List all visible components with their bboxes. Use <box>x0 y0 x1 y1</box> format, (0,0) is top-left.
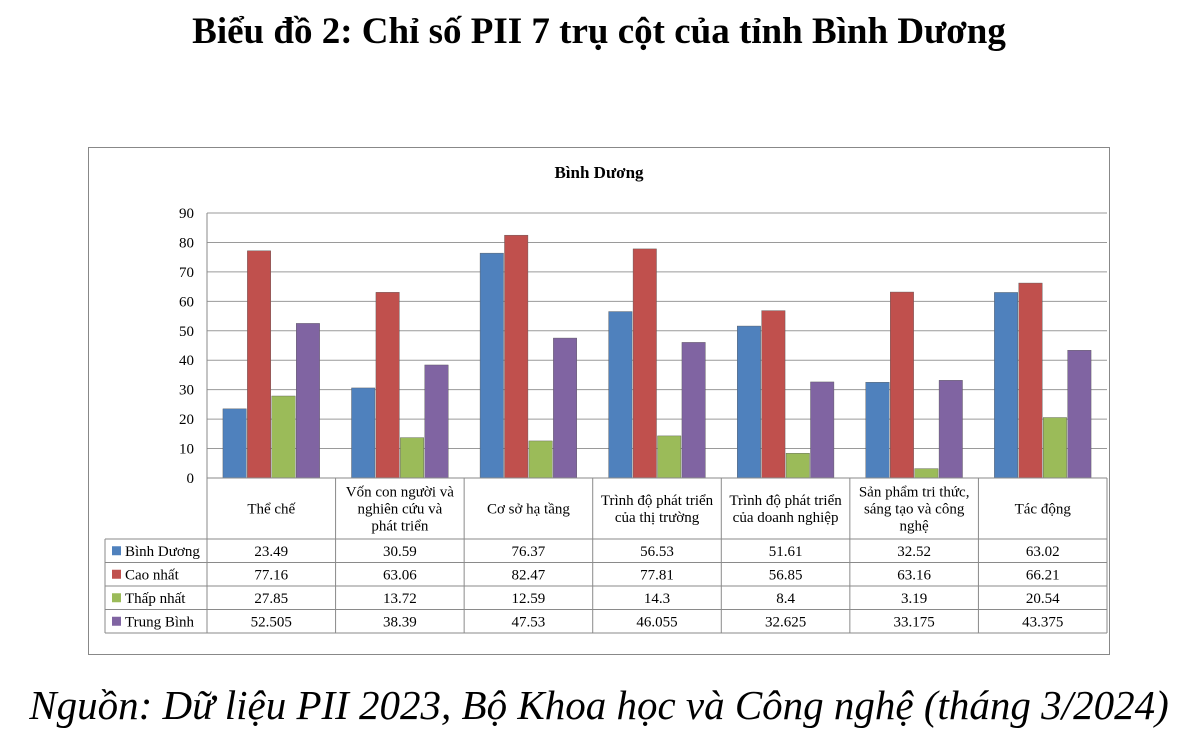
x-tick-label: Cơ sở hạ tầng <box>487 502 570 518</box>
bar <box>247 250 271 479</box>
data-label: 82.47 <box>512 567 546 583</box>
source-note: Nguồn: Dữ liệu PII 2023, Bộ Khoa học và … <box>29 682 1169 728</box>
y-tick-label: 50 <box>179 324 194 340</box>
data-label: 63.02 <box>1026 544 1060 560</box>
data-label: 3.19 <box>901 591 927 607</box>
bar <box>938 380 963 479</box>
data-label: 23.49 <box>254 544 288 560</box>
x-tick-label: Tác động <box>1015 502 1072 518</box>
legend-swatch <box>112 616 121 626</box>
data-label: 52.505 <box>251 614 292 630</box>
bar <box>351 387 376 479</box>
bar <box>890 291 914 479</box>
x-tick-label: Vốn con người và <box>346 485 454 501</box>
legend-swatch <box>112 546 121 556</box>
data-label: 20.54 <box>1026 591 1060 607</box>
bar <box>632 248 657 479</box>
y-tick-label: 30 <box>179 383 194 399</box>
data-label: 63.06 <box>383 567 417 583</box>
data-label: 77.16 <box>254 567 288 583</box>
bar <box>914 468 939 479</box>
bar <box>681 342 706 479</box>
bar <box>271 395 296 479</box>
x-tick-label: của doanh nghiệp <box>733 510 839 526</box>
data-label: 46.055 <box>636 614 677 630</box>
bar <box>400 437 424 479</box>
legend-label: Trung Bình <box>125 614 195 630</box>
bar <box>479 252 504 479</box>
bar <box>1043 417 1067 479</box>
page-title: Biểu đồ 2: Chỉ số PII 7 trụ cột của tỉnh… <box>192 11 1006 52</box>
bar <box>865 382 890 479</box>
bar <box>553 337 577 479</box>
data-label: 8.4 <box>776 591 795 607</box>
data-label: 77.81 <box>640 567 674 583</box>
bar <box>375 292 400 479</box>
x-tick-label: nghệ <box>900 519 930 535</box>
legend-swatch <box>112 569 121 579</box>
legend-label: Bình Dương <box>125 544 200 560</box>
x-tick-label: Trình độ phát triển <box>729 493 842 509</box>
y-tick-label: 20 <box>179 412 194 428</box>
data-label: 56.85 <box>769 567 803 583</box>
x-tick-label: sáng tạo và công <box>864 502 965 518</box>
y-tick-label: 80 <box>179 235 194 251</box>
data-label: 56.53 <box>640 544 674 560</box>
bar <box>296 323 320 479</box>
data-label: 30.59 <box>383 544 417 560</box>
bar <box>657 435 682 479</box>
data-label: 14.3 <box>644 591 670 607</box>
x-tick-label: Trình độ phát triển <box>601 493 714 509</box>
bar <box>608 311 633 479</box>
bar <box>785 453 810 479</box>
y-tick-label: 90 <box>179 206 194 222</box>
y-tick-label: 0 <box>187 471 195 487</box>
chart-frame: Bình Dương 0 10 20 30 40 50 60 70 80 90 Thể chế Vố… <box>88 147 1110 655</box>
data-label: 38.39 <box>383 614 417 630</box>
bar <box>424 364 449 479</box>
data-label: 43.375 <box>1022 614 1063 630</box>
data-label: 32.52 <box>897 544 931 560</box>
bar <box>737 325 761 479</box>
bar <box>504 234 529 479</box>
data-label: 32.625 <box>765 614 806 630</box>
data-label: 47.53 <box>512 614 546 630</box>
bar <box>810 381 835 479</box>
gridlines: 0 10 20 30 40 50 60 70 80 90 <box>179 206 1107 487</box>
chart-svg: Bình Dương 0 10 20 30 40 50 60 70 80 90 Thể chế Vố… <box>104 163 1108 634</box>
data-label: 13.72 <box>383 591 417 607</box>
data-label: 63.16 <box>897 567 931 583</box>
data-label: 33.175 <box>894 614 935 630</box>
bar <box>222 408 247 479</box>
bar <box>528 440 553 479</box>
data-label: 66.21 <box>1026 567 1060 583</box>
x-tick-label: Sản phẩm tri thức, <box>859 485 970 501</box>
x-tick-label: của thị trường <box>615 510 700 526</box>
y-tick-label: 70 <box>179 265 194 281</box>
x-tick-label: phát triển <box>371 519 429 535</box>
data-label: 51.61 <box>769 544 803 560</box>
bar <box>1067 350 1092 479</box>
y-tick-label: 10 <box>179 442 194 458</box>
data-label: 27.85 <box>254 591 288 607</box>
bars <box>222 234 1092 479</box>
bar <box>994 292 1018 479</box>
data-label: 76.37 <box>512 544 546 560</box>
x-tick-label: nghiên cứu và <box>357 502 442 518</box>
x-tick-label: Thể chế <box>247 502 295 518</box>
chart-title: Bình Dương <box>554 163 644 182</box>
y-tick-label: 40 <box>179 353 194 369</box>
legend-label: Thấp nhất <box>125 591 186 607</box>
y-tick-label: 60 <box>179 294 194 310</box>
data-label: 12.59 <box>512 591 546 607</box>
bar <box>1018 282 1043 479</box>
legend-label: Cao nhất <box>125 567 180 583</box>
bar <box>761 310 786 479</box>
legend-swatch <box>112 593 121 603</box>
